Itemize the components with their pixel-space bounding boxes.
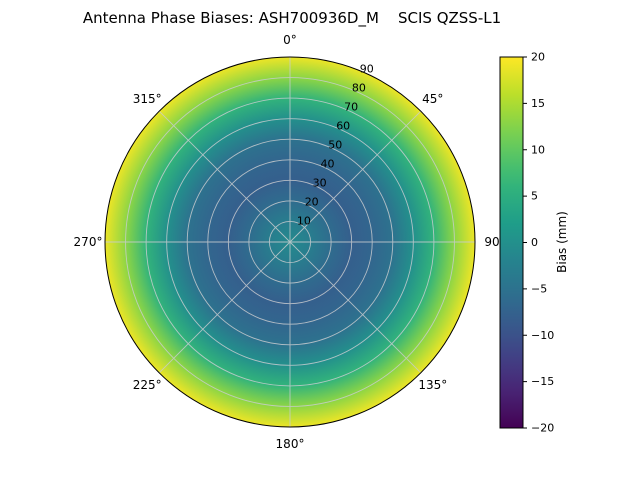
radial-tick-label: 60 — [336, 120, 350, 133]
colorbar-tick-label: 10 — [531, 143, 545, 156]
colorbar-axis-label: Bias (mm) — [555, 211, 569, 273]
colorbar-tick-label: 15 — [531, 97, 545, 110]
colorbar-tick-label: −20 — [531, 422, 554, 435]
theta-tick-label: 90 — [484, 235, 499, 249]
radial-tick-label: 30 — [313, 177, 327, 190]
radial-tick-label: 40 — [321, 158, 335, 171]
radial-tick-label: 20 — [305, 196, 319, 209]
radial-tick-label: 10 — [297, 215, 311, 228]
theta-tick-label: 270° — [74, 235, 103, 249]
colorbar-tick-label: −10 — [531, 329, 554, 342]
theta-tick-label: 180° — [276, 437, 305, 451]
grid-spoke — [289, 110, 422, 243]
colorbar-tick-label: 20 — [531, 51, 545, 64]
grid-spoke — [289, 241, 422, 374]
colorbar — [499, 56, 524, 429]
theta-tick-label: 315° — [133, 92, 162, 106]
radial-tick-label: 70 — [344, 101, 358, 114]
colorbar-tick-label: −15 — [531, 375, 554, 388]
plot-content: 0°45°90135°180°225°270°315°1020304050607… — [74, 33, 555, 451]
polar-grid — [105, 57, 475, 427]
colorbar-tick-label: −5 — [531, 282, 547, 295]
colorbar-tick-label: 0 — [531, 236, 538, 249]
theta-tick-label: 0° — [283, 33, 297, 47]
theta-tick-label: 225° — [133, 378, 162, 392]
grid-spoke — [158, 110, 291, 243]
colorbar-tick-label: 5 — [531, 190, 538, 203]
polar-spine — [104, 56, 476, 428]
theta-tick-label: 45° — [422, 92, 443, 106]
radial-tick-label: 50 — [328, 139, 342, 152]
grid-spoke — [158, 241, 291, 374]
theta-tick-label: 135° — [418, 378, 447, 392]
radial-tick-label: 90 — [360, 63, 374, 76]
radial-tick-label: 80 — [352, 82, 366, 95]
chart-title: Antenna Phase Biases: ASH700936D_M SCIS … — [82, 9, 502, 27]
